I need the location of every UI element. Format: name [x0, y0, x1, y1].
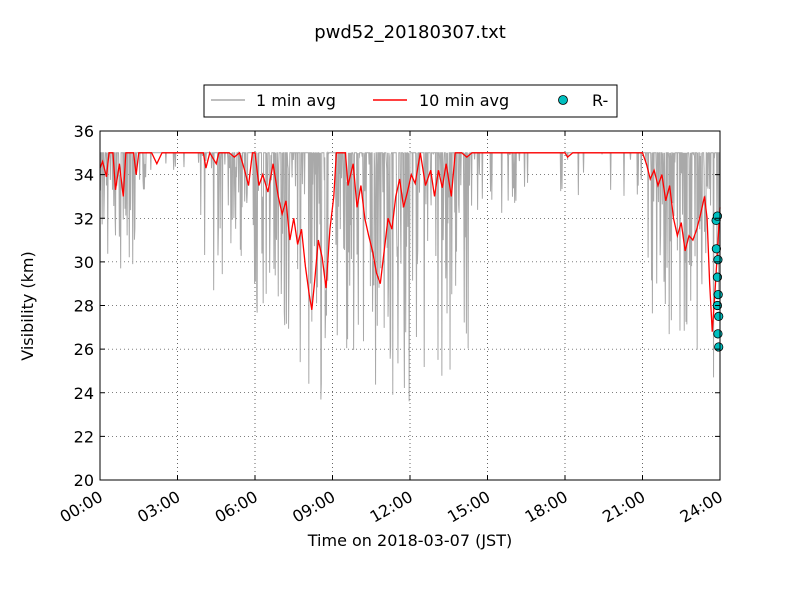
- x-tick-label: 00:00: [57, 487, 106, 527]
- legend-label-r-minus: R-: [592, 91, 608, 110]
- x-tick-label: 06:00: [212, 487, 261, 527]
- y-tick-label: 20: [74, 471, 94, 490]
- marker-r-minus: [711, 244, 721, 254]
- axis-ticks: [99, 130, 721, 481]
- y-tick-label: 34: [74, 166, 94, 185]
- y-tick-label: 22: [74, 427, 94, 446]
- series-10-min-avg: [99, 151, 721, 332]
- x-tick-label: 15:00: [444, 487, 493, 527]
- y-tick-label: 36: [74, 122, 94, 141]
- marker-r-minus: [714, 311, 724, 322]
- y-tick-label: 24: [74, 384, 94, 403]
- x-tick-label: 09:00: [289, 487, 338, 527]
- marker-r-minus: [713, 329, 723, 339]
- marker-r-minus: [713, 289, 723, 300]
- x-tick-labels: 00:00 03:00 06:00 09:00 12:00 15:00 18:00 21:00…: [57, 487, 726, 527]
- legend: 1 min avg 10 min avg R-: [203, 84, 618, 118]
- x-axis-label: Time on 2018-03-07 (JST): [307, 531, 512, 550]
- legend-swatch-r-minus: [558, 95, 568, 105]
- y-tick-labels: 20 22 24 26 28 30 32 34 36: [74, 122, 94, 490]
- x-tick-label: 24:00: [677, 487, 726, 527]
- x-tick-label: 21:00: [599, 487, 648, 527]
- x-tick-label: 18:00: [522, 487, 571, 527]
- grid-lines: [100, 131, 720, 480]
- x-tick-label: 12:00: [367, 487, 416, 527]
- chart-title: pwd52_20180307.txt: [314, 22, 506, 43]
- marker-r-minus: [713, 255, 723, 265]
- legend-label-1-min-avg: 1 min avg: [256, 91, 336, 110]
- y-tick-label: 28: [74, 297, 94, 316]
- y-axis-label: Visibility (km): [18, 251, 37, 360]
- line-10-min-avg: [99, 151, 721, 332]
- legend-box: [203, 84, 618, 118]
- x-tick-label: 03:00: [134, 487, 183, 527]
- marker-r-minus: [714, 342, 724, 352]
- y-tick-label: 26: [74, 340, 94, 359]
- legend-label-10-min-avg: 10 min avg: [419, 91, 509, 110]
- y-tick-label: 32: [74, 209, 94, 228]
- y-tick-label: 30: [74, 253, 94, 272]
